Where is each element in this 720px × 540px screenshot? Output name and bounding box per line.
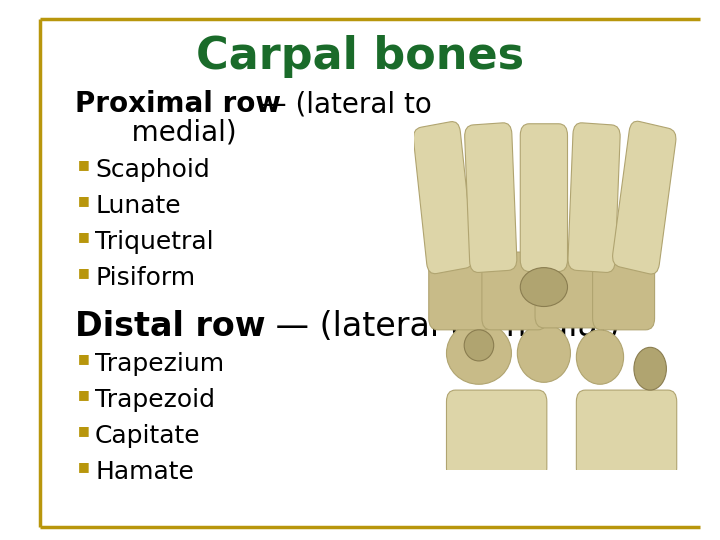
FancyBboxPatch shape	[568, 123, 620, 273]
Text: Hamate: Hamate	[95, 460, 194, 484]
Text: medial): medial)	[105, 118, 237, 146]
Text: — (lateral to: — (lateral to	[250, 90, 432, 118]
Ellipse shape	[517, 324, 570, 382]
Text: ■: ■	[78, 424, 90, 437]
Ellipse shape	[446, 322, 511, 384]
FancyBboxPatch shape	[521, 124, 567, 272]
FancyBboxPatch shape	[613, 121, 676, 274]
FancyBboxPatch shape	[413, 122, 474, 274]
Ellipse shape	[576, 330, 624, 384]
Text: ■: ■	[78, 388, 90, 401]
Text: Trapezoid: Trapezoid	[95, 388, 215, 412]
Text: Lunate: Lunate	[95, 194, 181, 218]
FancyBboxPatch shape	[535, 246, 606, 328]
Text: ■: ■	[78, 194, 90, 207]
Text: — (lateral to medial): — (lateral to medial)	[265, 310, 620, 343]
Text: Distal row: Distal row	[75, 310, 266, 343]
Text: Trapezium: Trapezium	[95, 352, 224, 376]
FancyBboxPatch shape	[482, 252, 547, 330]
Text: Carpal bones: Carpal bones	[196, 35, 524, 78]
Text: Capitate: Capitate	[95, 424, 201, 448]
Ellipse shape	[634, 347, 667, 390]
Text: ■: ■	[78, 230, 90, 243]
Text: ■: ■	[78, 460, 90, 473]
FancyBboxPatch shape	[446, 390, 547, 480]
Text: ■: ■	[78, 352, 90, 365]
Text: Triquetral: Triquetral	[95, 230, 214, 254]
Text: Pisiform: Pisiform	[95, 266, 195, 290]
FancyBboxPatch shape	[428, 252, 494, 330]
FancyBboxPatch shape	[464, 123, 517, 273]
FancyBboxPatch shape	[593, 252, 654, 330]
Text: ■: ■	[78, 266, 90, 279]
Text: ■: ■	[78, 158, 90, 171]
Ellipse shape	[521, 268, 567, 307]
FancyBboxPatch shape	[576, 390, 677, 480]
Text: Scaphoid: Scaphoid	[95, 158, 210, 182]
Text: Proximal row: Proximal row	[75, 90, 281, 118]
Ellipse shape	[464, 330, 494, 361]
